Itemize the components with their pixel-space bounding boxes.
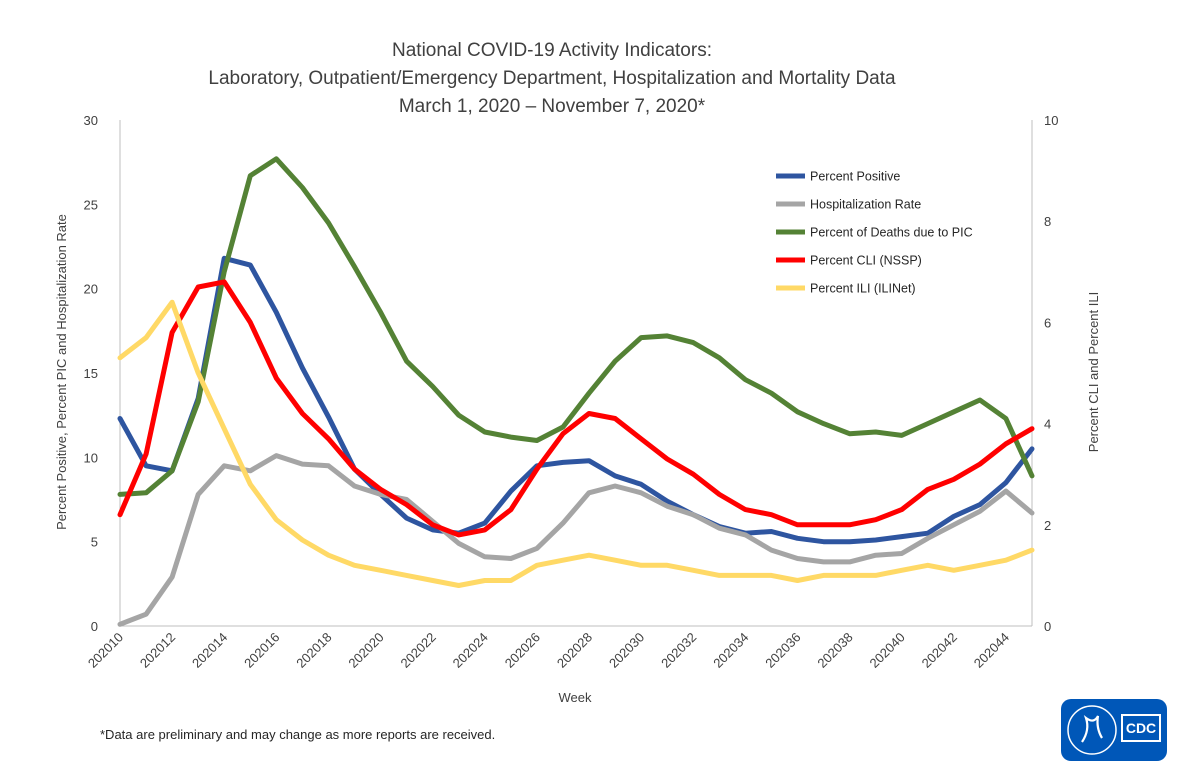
y-tick-left-label: 10 bbox=[84, 450, 98, 465]
legend-label: Percent ILI (ILINet) bbox=[810, 282, 916, 296]
axes bbox=[119, 120, 1033, 627]
y-tick-left-label: 25 bbox=[84, 197, 98, 212]
y-tick-left-label: 15 bbox=[84, 366, 98, 381]
series-line-percent-of-deaths-due-to-pic bbox=[117, 156, 1035, 497]
chart-title: National COVID-19 Activity Indicators: L… bbox=[208, 40, 896, 117]
x-tick-label: 202024 bbox=[450, 630, 491, 671]
x-tick-label: 202012 bbox=[137, 630, 178, 671]
x-axis-label: Week bbox=[559, 690, 592, 705]
y-tick-right-label: 0 bbox=[1044, 619, 1051, 634]
x-tick-label: 202028 bbox=[554, 630, 595, 671]
y-axis-left-label: Percent Positive, Percent PIC and Hospit… bbox=[54, 214, 69, 530]
y-tick-left-label: 30 bbox=[84, 113, 98, 128]
y-tick-left-label: 20 bbox=[84, 282, 98, 297]
x-tick-label: 202030 bbox=[606, 630, 647, 671]
y-axis-right-ticks: 0 2 4 6 8 10 bbox=[1044, 113, 1058, 634]
x-tick-label: 202040 bbox=[867, 630, 908, 671]
x-tick-label: 202032 bbox=[658, 630, 699, 671]
x-tick-label: 202010 bbox=[85, 630, 126, 671]
x-tick-label: 202026 bbox=[502, 630, 543, 671]
x-tick-label: 202020 bbox=[345, 630, 386, 671]
x-tick-label: 202044 bbox=[971, 630, 1012, 671]
x-tick-label: 202022 bbox=[398, 630, 439, 671]
cdc-logo-label: CDC bbox=[1126, 720, 1156, 736]
y-tick-right-label: 6 bbox=[1044, 315, 1051, 330]
chart-title-line-3: March 1, 2020 – November 7, 2020* bbox=[399, 96, 706, 117]
y-tick-right-label: 10 bbox=[1044, 113, 1058, 128]
y-tick-left-label: 0 bbox=[91, 619, 98, 634]
y-tick-right-label: 8 bbox=[1044, 214, 1051, 229]
series-line-percent-ili-ilinet bbox=[117, 299, 1035, 588]
series-line-percent-cli-nssp bbox=[117, 279, 1035, 538]
x-tick-label: 202038 bbox=[814, 630, 855, 671]
x-tick-label: 202014 bbox=[189, 630, 230, 671]
x-tick-label: 202034 bbox=[710, 630, 751, 671]
y-tick-right-label: 2 bbox=[1044, 518, 1051, 533]
y-axis-left-ticks: 0 5 10 15 20 25 30 bbox=[84, 113, 98, 634]
x-tick-label: 202016 bbox=[241, 630, 282, 671]
legend-label: Hospitalization Rate bbox=[810, 198, 921, 212]
x-axis-ticks: 202010 202012 202014 202016 202018 202020 2020… bbox=[85, 630, 1012, 671]
x-tick-label: 202042 bbox=[919, 630, 960, 671]
x-tick-label: 202018 bbox=[293, 630, 334, 671]
series-line-percent-positive bbox=[117, 255, 1035, 545]
legend-label: Percent of Deaths due to PIC bbox=[810, 226, 973, 240]
chart-title-line-2: Laboratory, Outpatient/Emergency Departm… bbox=[208, 68, 896, 89]
series-line-hospitalization-rate bbox=[117, 453, 1035, 627]
cdc-logo: CDC bbox=[1061, 699, 1167, 761]
series-lines bbox=[117, 156, 1035, 627]
legend: Percent Positive Hospitalization Rate Perc… bbox=[776, 170, 973, 296]
chart-title-line-1: National COVID-19 Activity Indicators: bbox=[392, 40, 712, 61]
y-tick-left-label: 5 bbox=[91, 535, 98, 550]
footnote: *Data are preliminary and may change as … bbox=[100, 727, 495, 742]
legend-label: Percent CLI (NSSP) bbox=[810, 254, 922, 268]
y-tick-right-label: 4 bbox=[1044, 417, 1051, 432]
legend-label: Percent Positive bbox=[810, 170, 900, 184]
x-tick-label: 202036 bbox=[762, 630, 803, 671]
y-axis-right-label: Percent CLI and Percent ILI bbox=[1086, 292, 1101, 452]
